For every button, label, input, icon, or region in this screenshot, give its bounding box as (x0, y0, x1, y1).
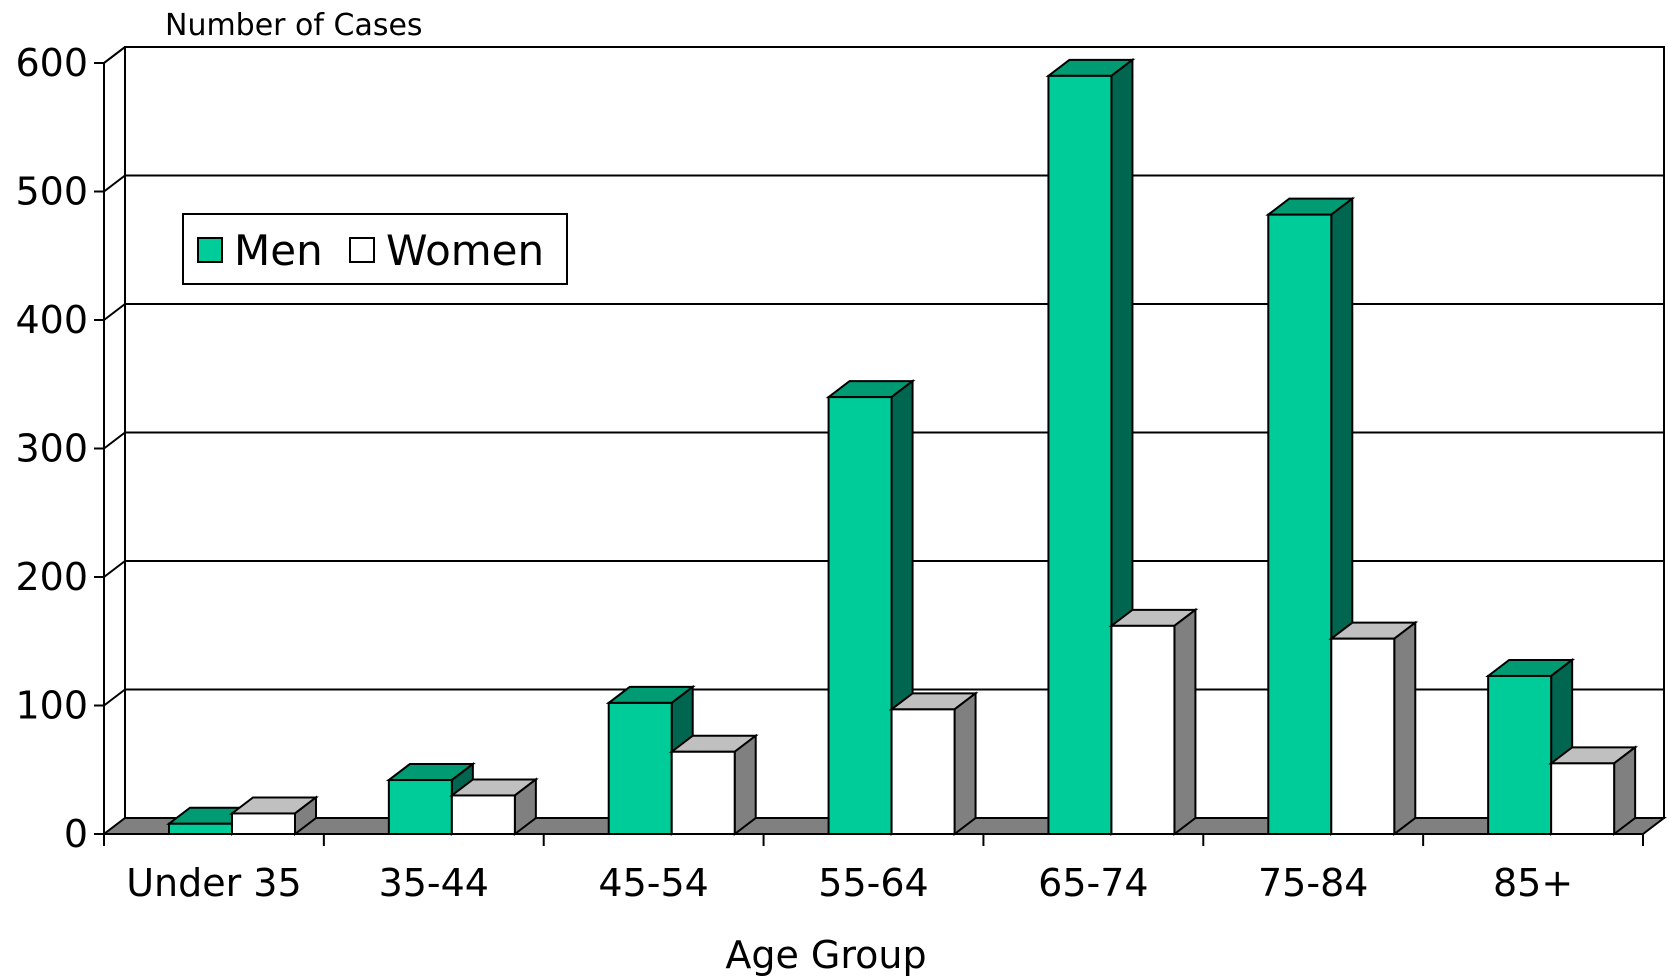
legend-label-men: Men (234, 226, 323, 275)
bar-women (1328, 620, 1419, 837)
bar-front (890, 708, 956, 835)
bar-front (231, 812, 296, 836)
legend-swatch-women (349, 237, 375, 263)
bar-front (450, 794, 516, 836)
bars (166, 57, 1639, 837)
y-tick-label: 400 (15, 298, 88, 342)
y-tick-label: 500 (15, 170, 88, 214)
bar-front (1110, 624, 1176, 836)
bar-side (1173, 607, 1197, 837)
bar-women (1548, 745, 1639, 837)
bar-front (1330, 637, 1396, 835)
bar-women (888, 691, 979, 837)
bar-front (607, 701, 673, 835)
bar-front (670, 750, 736, 836)
x-tick-label: 55-64 (818, 861, 928, 905)
bar-side (733, 733, 757, 837)
bar-front (1047, 74, 1113, 836)
x-tick-label: 35-44 (379, 861, 489, 905)
y-tick-label: 100 (15, 684, 88, 728)
y-axis-top-edge (103, 46, 126, 64)
x-tick-label: Under 35 (126, 861, 301, 905)
bar-front (168, 822, 233, 835)
y-axis-label: Number of Cases (165, 8, 423, 43)
labels: 0 100 200 300 400 500 600 Under 35 35-44 45-54 55-… (15, 41, 1573, 905)
bar-women (1108, 607, 1199, 837)
gridline-side (103, 431, 126, 450)
legend: Men Women (182, 213, 568, 285)
bar-front (1550, 762, 1616, 836)
gridline-side (103, 303, 126, 321)
legend-label-women: Women (386, 226, 544, 275)
bar-front (1267, 213, 1333, 835)
y-tick-label: 300 (15, 427, 88, 471)
x-tick-label: 45-54 (598, 861, 708, 905)
x-tick-label: 85+ (1493, 861, 1573, 905)
legend-swatch-men (197, 237, 223, 263)
x-tick-label: 65-74 (1038, 861, 1148, 905)
bar-front (827, 396, 893, 835)
y-tick-label: 600 (15, 41, 88, 85)
bar-side (1393, 620, 1417, 837)
x-axis-label: Age Group (725, 933, 926, 977)
bar-front (1487, 674, 1553, 835)
gridline-side (103, 560, 126, 578)
bar-women (229, 795, 319, 837)
bar-women (448, 777, 539, 837)
bar-side (1613, 745, 1637, 837)
bar-side (953, 691, 977, 837)
bar-front (387, 779, 453, 836)
gridline-side (103, 174, 126, 193)
y-tick-label: 0 (64, 812, 88, 856)
y-tick-label: 200 (15, 555, 88, 599)
bar-men (1045, 57, 1136, 837)
x-tick-label: 75-84 (1258, 861, 1368, 905)
gridline-side (103, 688, 126, 707)
bar-women (668, 733, 759, 837)
